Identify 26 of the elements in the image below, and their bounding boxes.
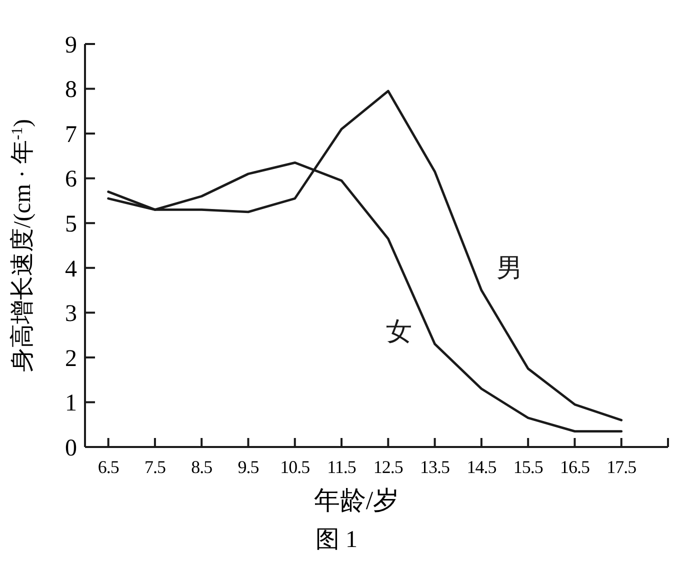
x-tick-label: 10.5 bbox=[280, 457, 310, 477]
x-tick-label: 13.5 bbox=[420, 457, 450, 477]
x-tick-label: 12.5 bbox=[373, 457, 404, 477]
y-tick-label: 4 bbox=[65, 256, 77, 282]
x-axis-title: 年龄/岁 bbox=[314, 486, 400, 515]
x-tick-label: 17.5 bbox=[606, 457, 637, 477]
y-tick-label: 7 bbox=[65, 122, 77, 148]
y-tick-label: 1 bbox=[65, 390, 77, 417]
x-tick-label: 6.5 bbox=[98, 457, 120, 477]
y-tick-label: 6 bbox=[65, 166, 77, 193]
y-tick-label: 5 bbox=[65, 212, 77, 238]
x-tick-label: 14.5 bbox=[466, 457, 497, 477]
series-label: 女 bbox=[386, 317, 412, 346]
y-tick-label: 2 bbox=[65, 346, 77, 372]
series-label: 男 bbox=[496, 253, 522, 282]
x-tick-label: 16.5 bbox=[560, 457, 590, 477]
x-tick-label: 8.5 bbox=[191, 457, 213, 477]
y-tick-label: 9 bbox=[65, 32, 77, 58]
y-tick-label: 0 bbox=[65, 435, 77, 462]
x-tick-label: 7.5 bbox=[144, 457, 166, 477]
x-tick-label: 15.5 bbox=[513, 457, 544, 477]
x-tick-label: 9.5 bbox=[238, 457, 260, 477]
caption: 图 1 bbox=[316, 527, 358, 553]
y-tick-label: 8 bbox=[65, 77, 77, 104]
x-tick-label: 11.5 bbox=[327, 457, 356, 477]
y-tick-label: 3 bbox=[65, 301, 77, 328]
